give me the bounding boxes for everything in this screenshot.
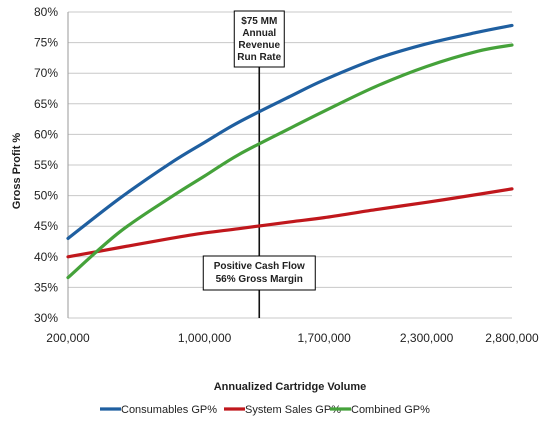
y-tick-label: 60% <box>34 127 58 141</box>
y-tick-label: 80% <box>34 5 58 19</box>
y-tick-label: 75% <box>34 36 58 50</box>
y-tick-label: 65% <box>34 97 58 111</box>
x-tick-label: 2,300,000 <box>400 331 454 345</box>
y-axis-ticks: 30% 35% 40% 45% 50% 55% 60% 65% 70% 75% 80% <box>34 5 58 325</box>
y-tick-label: 55% <box>34 158 58 172</box>
y-tick-label: 70% <box>34 66 58 80</box>
y-tick-label: 30% <box>34 311 58 325</box>
y-tick-label: 45% <box>34 219 58 233</box>
y-tick-label: 50% <box>34 189 58 203</box>
annotation-text: Run Rate <box>237 52 281 63</box>
annotation-text: Positive Cash Flow <box>214 261 305 272</box>
series-lines <box>66 23 514 280</box>
annotation-box <box>202 255 316 291</box>
y-axis-title: Gross Profit % <box>11 133 23 210</box>
annotation-box <box>233 10 285 68</box>
x-axis-ticks: 200,000 1,000,000 1,700,000 2,300,000 2,800,… <box>46 331 539 345</box>
x-tick-label: 1,700,000 <box>297 331 351 345</box>
annotation-text: Revenue <box>238 40 280 51</box>
legend-label: System Sales GP% <box>245 404 341 416</box>
series-line-system-sales-gp <box>66 187 514 259</box>
x-tick-label: 200,000 <box>46 331 90 345</box>
series-line-consumables-gp <box>66 23 514 241</box>
x-tick-label: 2,800,000 <box>485 331 539 345</box>
annotation-text: $75 MM <box>241 16 277 27</box>
y-tick-label: 35% <box>34 280 58 294</box>
legend-label: Consumables GP% <box>121 404 217 416</box>
x-axis-title: Annualized Cartridge Volume <box>214 381 367 393</box>
legend-label: Combined GP% <box>351 404 430 416</box>
y-tick-label: 40% <box>34 250 58 264</box>
series-line-combined-gp <box>66 43 514 280</box>
annotation-text: Annual <box>242 28 276 39</box>
x-tick-label: 1,000,000 <box>178 331 232 345</box>
legend: Consumables GP% System Sales GP% Combined … <box>100 404 430 416</box>
annotation-text: 56% Gross Margin <box>216 274 303 285</box>
